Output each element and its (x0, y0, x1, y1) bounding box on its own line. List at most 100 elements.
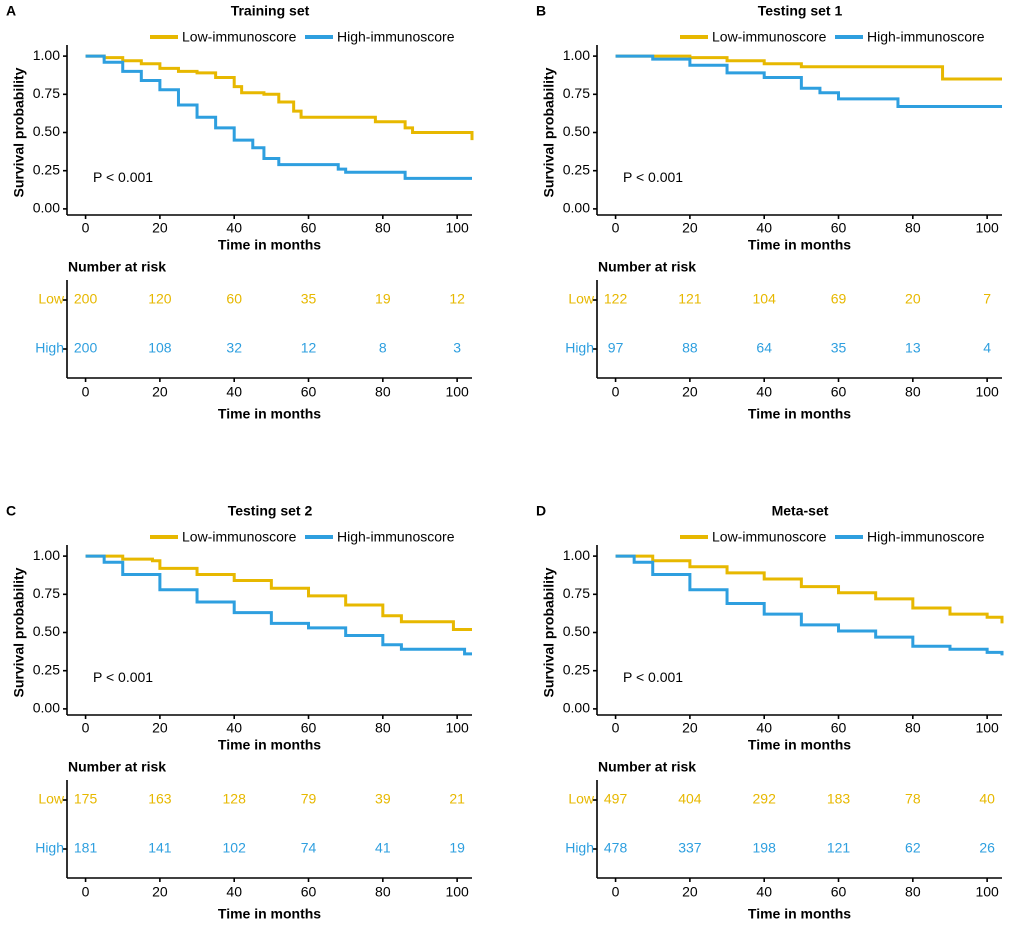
panel: A Training set Low-immunoscore High-immunos… (6, 3, 474, 422)
risk-count: 175 (74, 791, 98, 807)
risk-count: 404 (678, 791, 702, 807)
x-tick-label: 100 (445, 220, 469, 236)
x-tick-label: 60 (301, 720, 317, 736)
risk-count: 497 (604, 791, 628, 807)
survival-curve (615, 54, 1002, 81)
x-tick-label: 0 (82, 220, 90, 236)
panel: D Meta-set Low-immunoscore High-immunoscore… (536, 503, 1004, 922)
x-axis-title: Time in months (748, 737, 851, 753)
risk-count: 19 (449, 840, 465, 856)
x-tick-label: 80 (905, 884, 921, 900)
y-tick-label: 0.50 (563, 123, 590, 139)
survival-curve (615, 554, 1004, 656)
panel-label: A (6, 3, 16, 19)
risk-table-title: Number at risk (68, 759, 166, 775)
y-tick-label: 0.75 (563, 585, 590, 601)
x-tick-label: 80 (375, 884, 391, 900)
survival-curve (85, 554, 472, 631)
x-tick-label: 100 (975, 384, 999, 400)
legend-label: High-immunoscore (337, 29, 455, 45)
x-tick-label: 40 (226, 720, 242, 736)
x-axis-title: Time in months (748, 406, 851, 422)
x-tick-label: 60 (831, 220, 847, 236)
risk-count: 198 (753, 840, 777, 856)
legend-label: High-immunoscore (337, 529, 455, 545)
chart-title: Training set (231, 3, 310, 19)
risk-count: 8 (379, 340, 387, 356)
survival-curve (85, 54, 472, 180)
y-tick-label: 1.00 (563, 547, 590, 563)
y-tick-label: 1.00 (33, 547, 60, 563)
chart-title: Meta-set (772, 503, 829, 519)
risk-count: 35 (831, 340, 847, 356)
row-label: High (35, 840, 64, 856)
row-label: High (565, 840, 594, 856)
row-label: High (565, 340, 594, 356)
row-label: Low (38, 791, 65, 807)
y-tick-label: 0.75 (563, 85, 590, 101)
annotation: P < 0.001 (623, 669, 683, 685)
y-axis-title: Survival probability (11, 567, 27, 697)
survival-curve (615, 54, 1002, 109)
y-tick-label: 0.00 (33, 200, 60, 216)
panel: C Testing set 2 Low-immunoscore High-immuno… (6, 503, 472, 922)
x-tick-label: 60 (831, 884, 847, 900)
risk-count: 102 (223, 840, 247, 856)
risk-count: 20 (905, 291, 921, 307)
x-tick-label: 20 (152, 720, 168, 736)
x-tick-label: 0 (612, 384, 620, 400)
survival-curve (85, 54, 474, 141)
y-axis-title: Survival probability (541, 567, 557, 697)
x-tick-label: 20 (682, 884, 698, 900)
x-tick-label: 40 (226, 384, 242, 400)
risk-count: 478 (604, 840, 628, 856)
risk-count: 35 (301, 291, 317, 307)
x-tick-label: 100 (975, 720, 999, 736)
y-tick-label: 0.75 (33, 585, 60, 601)
risk-count: 12 (449, 291, 465, 307)
risk-count: 121 (678, 291, 702, 307)
x-tick-label: 80 (905, 220, 921, 236)
risk-count: 41 (375, 840, 391, 856)
x-tick-label: 40 (756, 220, 772, 236)
x-axis-title: Time in months (748, 237, 851, 253)
risk-table-title: Number at risk (68, 259, 166, 275)
annotation: P < 0.001 (93, 669, 153, 685)
risk-count: 19 (375, 291, 391, 307)
y-tick-label: 0.25 (563, 161, 590, 177)
x-tick-label: 20 (682, 720, 698, 736)
x-tick-label: 0 (612, 884, 620, 900)
x-tick-label: 20 (152, 384, 168, 400)
survival-curve (85, 554, 472, 656)
legend-label: Low-immunoscore (182, 29, 297, 45)
x-tick-label: 60 (831, 384, 847, 400)
survival-curve (615, 554, 1004, 624)
risk-count: 64 (756, 340, 772, 356)
x-tick-label: 60 (301, 220, 317, 236)
risk-count: 79 (301, 791, 317, 807)
y-axis-title: Survival probability (541, 67, 557, 197)
risk-count: 12 (301, 340, 317, 356)
x-tick-label: 60 (301, 384, 317, 400)
risk-table-title: Number at risk (598, 259, 696, 275)
x-tick-label: 20 (152, 220, 168, 236)
y-tick-label: 0.00 (563, 700, 590, 716)
y-tick-label: 0.50 (33, 623, 60, 639)
x-tick-label: 20 (152, 884, 168, 900)
x-tick-label: 40 (226, 220, 242, 236)
x-axis-title: Time in months (218, 406, 321, 422)
risk-count: 40 (979, 791, 995, 807)
risk-count: 39 (375, 791, 391, 807)
risk-count: 32 (226, 340, 242, 356)
risk-count: 21 (449, 791, 465, 807)
risk-count: 4 (983, 340, 991, 356)
risk-count: 78 (905, 791, 921, 807)
y-tick-label: 0.50 (33, 123, 60, 139)
risk-count: 181 (74, 840, 98, 856)
legend-label: Low-immunoscore (182, 529, 297, 545)
x-tick-label: 100 (445, 384, 469, 400)
y-tick-label: 0.25 (563, 661, 590, 677)
risk-count: 200 (74, 340, 98, 356)
x-tick-label: 60 (301, 884, 317, 900)
